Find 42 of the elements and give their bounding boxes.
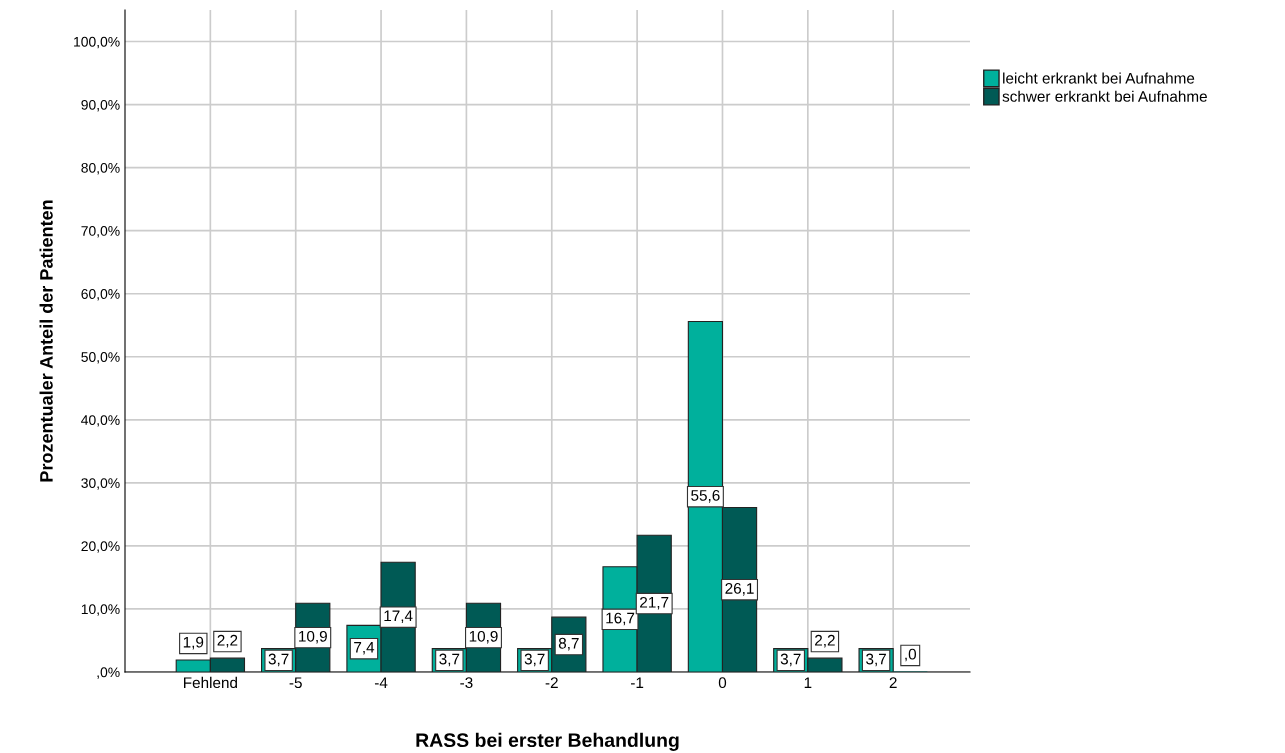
x-tick-label: -4: [374, 677, 388, 688]
legend-label: leicht erkrankt bei Aufnahme: [1003, 72, 1195, 84]
legend-label: schwer erkrankt bei Aufnahme: [1002, 90, 1207, 102]
data-label: 7,4: [354, 642, 375, 655]
x-tick-label: -3: [460, 677, 473, 689]
data-label: 3,7: [268, 653, 289, 667]
y-tick-label: 10,0%: [81, 604, 120, 616]
x-tick-label: Fehlend: [184, 676, 237, 689]
y-tick-label: 100,0%: [74, 36, 120, 49]
data-label: 21,7: [640, 596, 669, 610]
y-tick-label: 30,0%: [81, 478, 120, 490]
y-axis-title: Prozentualer Anteil der Patienten: [39, 200, 53, 482]
x-tick-label: 2: [889, 677, 897, 688]
data-label: 16,7: [606, 612, 635, 626]
data-label: 55,6: [691, 490, 720, 503]
data-label: 26,1: [725, 583, 754, 596]
y-tick-label: 50,0%: [81, 352, 120, 364]
data-label: 3,7: [866, 653, 886, 667]
data-label: ,0: [905, 648, 917, 662]
y-tick-label: 60,0%: [81, 289, 120, 301]
data-label: 1,9: [183, 636, 204, 650]
data-label: 8,7: [558, 637, 579, 651]
x-tick-label: 1: [804, 677, 812, 688]
y-tick-label: ,0%: [97, 667, 120, 679]
data-label: 3,7: [439, 653, 460, 667]
data-label: 17,4: [384, 610, 413, 624]
y-tick-label: 20,0%: [81, 541, 120, 553]
data-label: 2,2: [217, 634, 238, 648]
data-label: 10,9: [469, 630, 498, 644]
y-tick-label: 80,0%: [81, 162, 120, 175]
y-tick-label: 70,0%: [81, 226, 120, 238]
x-tick-label: -2: [545, 677, 558, 688]
y-tick-label: 40,0%: [81, 415, 120, 427]
y-tick-label: 90,0%: [81, 99, 120, 112]
data-label: 3,7: [780, 653, 801, 667]
x-tick-label: -1: [631, 677, 644, 688]
x-tick-label: -5: [289, 677, 302, 689]
x-axis-title: RASS bei erster Behandlung: [416, 732, 679, 751]
data-label: 2,2: [815, 634, 835, 648]
data-label: 3,7: [524, 653, 545, 667]
x-tick-label: 0: [718, 677, 727, 689]
data-label: 10,9: [299, 630, 327, 644]
